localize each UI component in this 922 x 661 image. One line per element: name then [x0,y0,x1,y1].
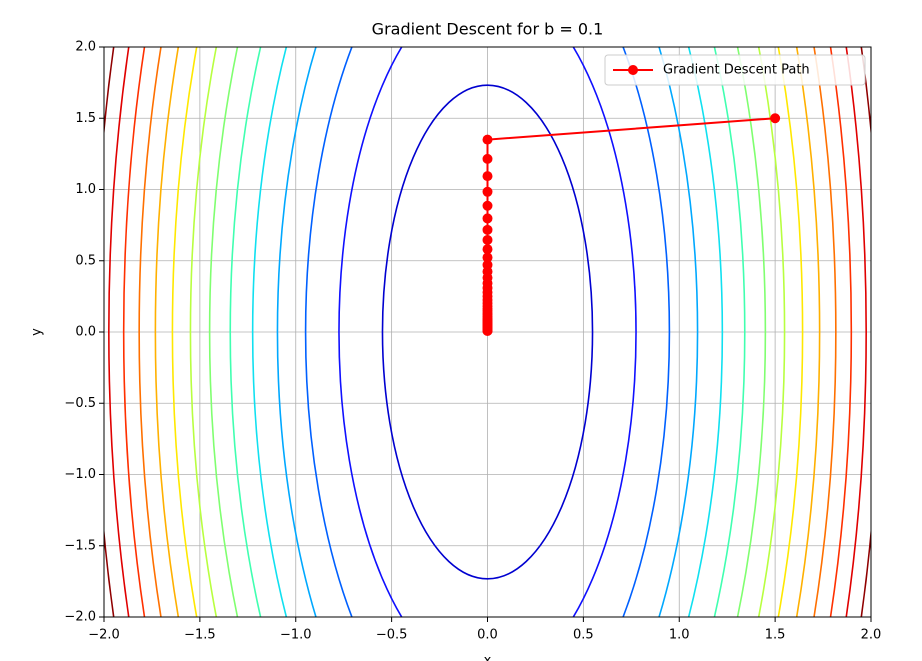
ticks: −2.0 −1.5 −1.0 −0.5 0.0 0.5 1.0 1.5 2.0 −2.0 −1.5 −… [64,40,881,643]
path-point [482,252,493,263]
contour-line [189,47,786,617]
path-point [482,200,493,211]
contour-line [108,47,867,617]
path-point [482,234,493,245]
path-point [482,153,493,164]
path-point [482,171,493,182]
contours [104,47,871,617]
y-tick-label: 0.0 [75,325,96,340]
x-tick-label: 2.0 [861,628,882,643]
path-point [770,113,781,124]
contour-line [338,47,637,617]
contour-line [171,47,804,617]
contour-line [251,47,724,617]
path-point [482,213,493,224]
contour-line [276,47,699,617]
y-tick-label: 1.5 [75,111,96,126]
x-tick-label: −2.0 [88,628,120,643]
contour-line [138,47,837,617]
path-point [482,325,493,336]
y-tick-label: 1.0 [75,182,96,197]
descent-path [482,113,781,336]
x-tick-label: 1.0 [669,628,690,643]
contour-line [304,47,671,617]
x-tick-label: −0.5 [376,628,408,643]
y-tick-label: 2.0 [75,40,96,55]
x-axis-label: x [484,654,492,661]
contour-line [381,84,594,580]
path-line [486,117,776,331]
path-point [482,134,493,145]
y-axis-label: y [30,328,45,336]
legend-label: Gradient Descent Path [663,63,810,78]
contour-line [229,47,746,617]
path-point [482,244,493,255]
y-tick-label: −1.5 [64,538,96,553]
x-tick-label: −1.0 [280,628,312,643]
chart-title: Gradient Descent for b = 0.1 [372,20,604,39]
contour-line [122,47,853,617]
y-tick-label: −0.5 [64,396,96,411]
contour-line [208,47,767,617]
y-tick-label: 0.5 [75,253,96,268]
x-tick-label: 0.0 [477,628,498,643]
y-tick-label: −1.0 [64,467,96,482]
path-point [482,186,493,197]
legend-swatch-marker [628,65,638,75]
legend-box [604,54,866,86]
x-tick-label: 1.5 [765,628,786,643]
legend: Gradient Descent Path [604,54,866,86]
x-tick-label: −1.5 [184,628,216,643]
contour-line [154,47,821,617]
y-tick-label: −2.0 [64,610,96,625]
x-tick-label: 0.5 [573,628,594,643]
path-point [482,224,493,235]
